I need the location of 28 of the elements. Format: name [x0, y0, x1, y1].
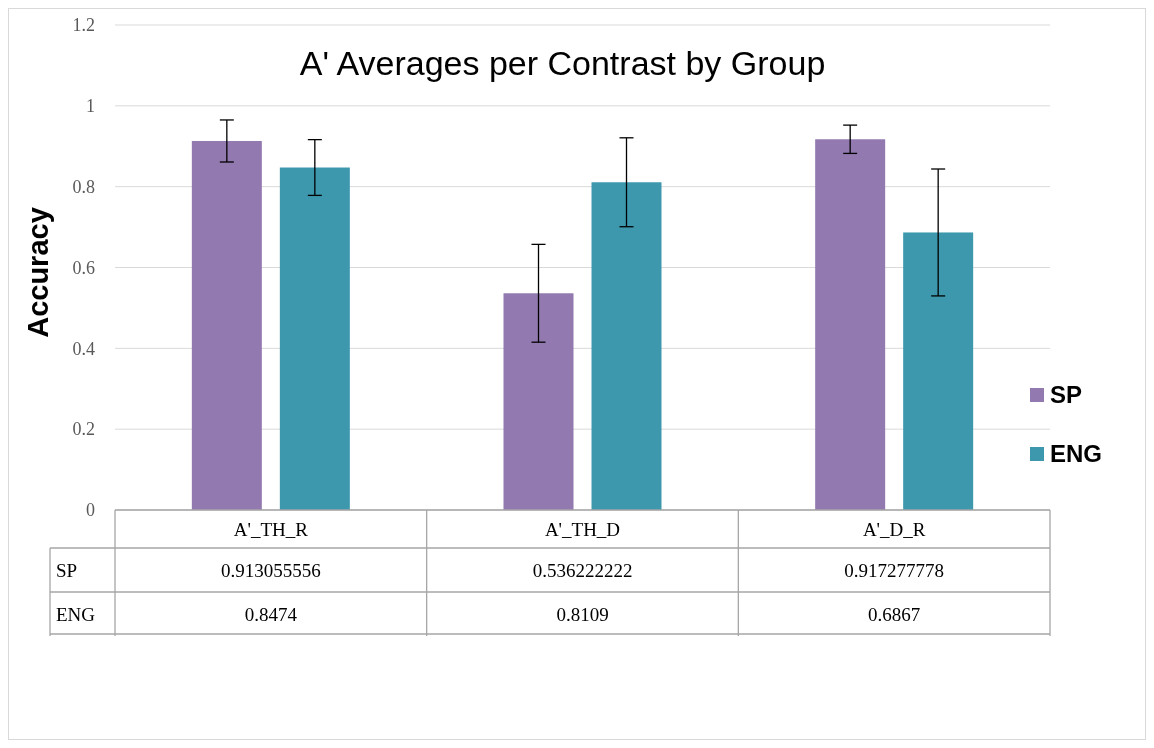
y-tick-label: 1.2 [72, 15, 95, 36]
x-tick-label: A'_D_R [862, 518, 926, 540]
legend-label: SP [1050, 381, 1083, 409]
text: ENG [56, 603, 96, 625]
legend-label: ENG [1050, 440, 1103, 468]
y-tick-label: 0.8 [72, 176, 95, 197]
text: A' Averages per Contrast by Group [299, 44, 826, 82]
bar [815, 139, 886, 510]
data-label: 0.8109 [556, 603, 609, 625]
data-label: 0.6867 [868, 603, 921, 625]
y-axis-title: Accuracy [22, 207, 54, 338]
data-label: 0.8474 [244, 603, 298, 625]
y-tick-label: 1 [86, 96, 95, 117]
x-tick-label: A'_TH_D [544, 518, 621, 540]
text: SP [56, 559, 78, 581]
y-tick-label: 0.6 [72, 257, 95, 278]
data-label: 0.913055556 [220, 559, 321, 581]
data-label: 0.917277778 [844, 559, 945, 581]
data-label: 0.536222222 [532, 559, 633, 581]
bar [191, 140, 262, 510]
bar [591, 182, 662, 510]
y-tick-label: 0.4 [72, 338, 95, 359]
y-tick-label: 0.2 [72, 419, 95, 440]
y-tick-label: 0 [86, 500, 95, 521]
bar [279, 167, 350, 510]
x-tick-label: A'_TH_R [233, 518, 309, 540]
bar [903, 232, 974, 510]
bar [503, 293, 574, 510]
